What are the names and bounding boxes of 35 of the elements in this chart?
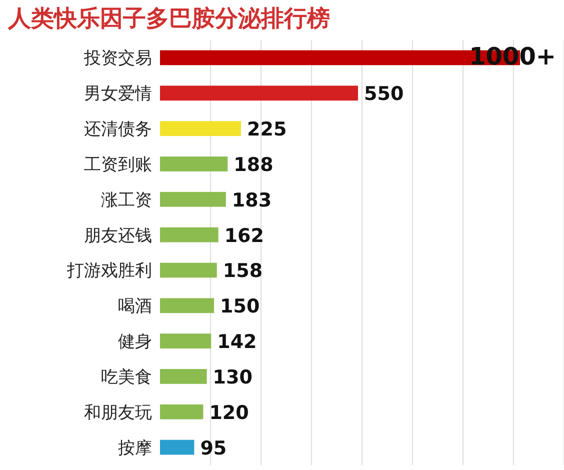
y-tick-label: 打游戏胜利 xyxy=(66,261,152,282)
bar xyxy=(160,121,241,136)
y-tick-label: 和朋友玩 xyxy=(84,402,152,423)
data-label: 150 xyxy=(220,296,260,318)
chart-title: 人类快乐因子多巴胺分泌排行榜 xyxy=(7,6,330,32)
bar xyxy=(160,369,207,384)
data-label: 120 xyxy=(209,402,249,424)
y-tick-label: 吃美食 xyxy=(101,367,152,388)
bar xyxy=(160,156,228,172)
bar xyxy=(160,440,194,455)
bar xyxy=(160,262,217,278)
data-label: 130 xyxy=(212,366,252,388)
y-tick-label: 投资交易 xyxy=(83,48,152,69)
bar xyxy=(160,227,218,242)
data-label: 188 xyxy=(234,154,274,176)
data-label: 95 xyxy=(200,437,227,460)
y-tick-label: 还清债务 xyxy=(84,120,152,140)
data-label: 158 xyxy=(222,260,263,282)
bar xyxy=(160,298,214,314)
bar xyxy=(160,86,358,101)
y-tick-label: 涨工资 xyxy=(101,190,152,210)
bar xyxy=(160,192,226,207)
data-label: 142 xyxy=(217,331,257,354)
bar xyxy=(160,334,212,348)
data-label: 162 xyxy=(224,224,264,247)
bar xyxy=(160,404,204,420)
y-tick-label: 健身 xyxy=(118,332,152,352)
data-label: 550 xyxy=(364,83,404,106)
y-tick-label: 喝酒 xyxy=(118,296,152,317)
data-label: 183 xyxy=(232,189,272,212)
y-tick-label: 工资到账 xyxy=(84,154,152,175)
y-tick-label: 朋友还钱 xyxy=(84,226,152,246)
y-tick-label: 男女爱情 xyxy=(84,84,152,104)
y-tick-label: 按摩 xyxy=(118,438,152,458)
data-label: 225 xyxy=(247,118,287,141)
